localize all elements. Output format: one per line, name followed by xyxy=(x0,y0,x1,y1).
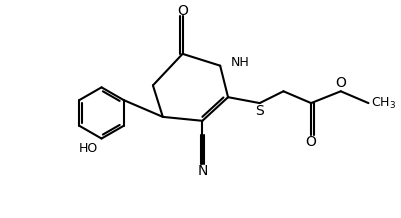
Text: CH$_3$: CH$_3$ xyxy=(370,95,395,111)
Text: O: O xyxy=(305,135,316,150)
Text: S: S xyxy=(255,104,263,118)
Text: HO: HO xyxy=(78,142,97,155)
Text: O: O xyxy=(334,76,345,90)
Text: O: O xyxy=(177,3,188,17)
Text: N: N xyxy=(196,164,207,178)
Text: NH: NH xyxy=(231,56,249,69)
